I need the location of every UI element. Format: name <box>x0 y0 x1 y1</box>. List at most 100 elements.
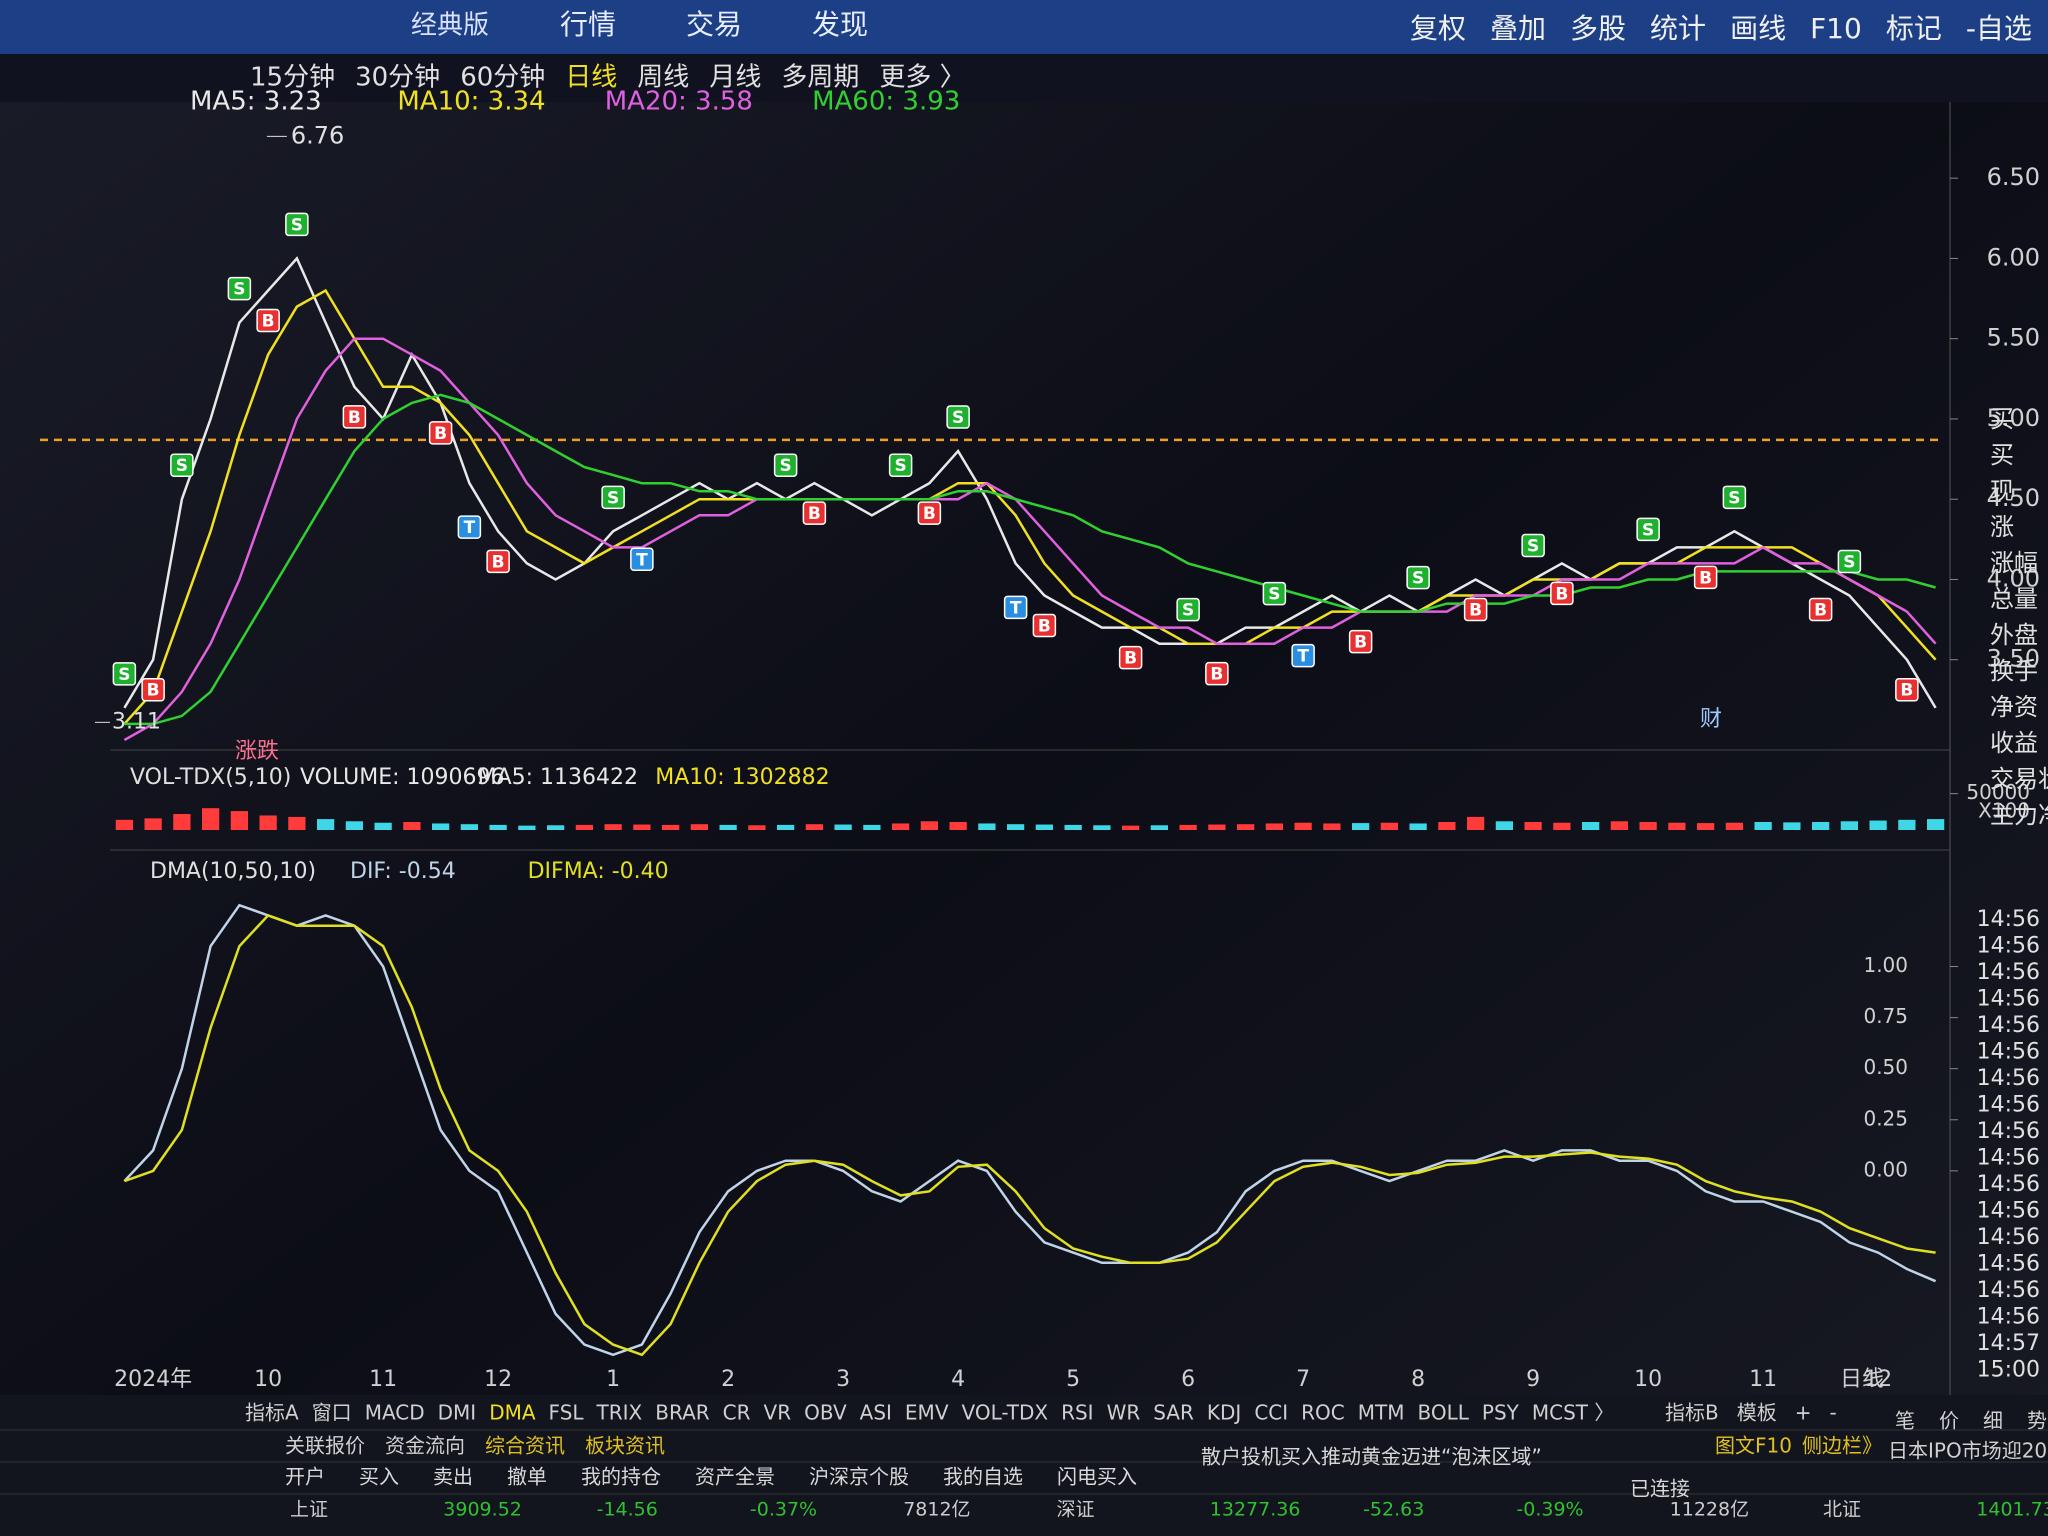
info-tab[interactable]: 综合资讯 <box>485 1434 565 1458</box>
top-tab[interactable]: 发现 <box>812 8 868 41</box>
volume-bar <box>518 825 536 830</box>
legend-entry: MA10: 3.34 <box>397 87 545 117</box>
quote-tab[interactable]: 细 <box>1983 1409 2003 1433</box>
indicator-tab[interactable]: VR <box>764 1401 792 1425</box>
time-label: 14:56 <box>1977 1172 2040 1197</box>
x-tick-label: 11 <box>1749 1367 1777 1392</box>
volume-bar <box>1639 822 1657 830</box>
signal-label: B <box>1814 600 1827 620</box>
indicator-tab[interactable]: WR <box>1107 1401 1141 1425</box>
axis-unit: X100 <box>1978 799 2030 823</box>
toolbar-button[interactable]: 开户 <box>285 1465 325 1489</box>
tool-button[interactable]: 画线 <box>1730 12 1786 45</box>
tool-button[interactable]: -自选 <box>1966 12 2032 45</box>
toolbar-button[interactable]: 沪深京个股 <box>809 1465 909 1489</box>
indicator-tab[interactable]: EMV <box>905 1401 949 1425</box>
indicator-tab[interactable]: 指标B <box>1665 1401 1719 1425</box>
period-tab[interactable]: 日线 <box>565 63 617 93</box>
toolbar-button[interactable]: 撤单 <box>507 1465 547 1489</box>
volume-bar <box>1122 825 1140 830</box>
info-tab[interactable]: 关联报价 <box>285 1434 365 1458</box>
toolbar-button[interactable]: 资产全景 <box>695 1465 775 1489</box>
indicator-tab[interactable]: MTM <box>1358 1401 1405 1425</box>
indicator-tab[interactable]: PSY <box>1482 1401 1520 1425</box>
toolbar-button[interactable]: 卖出 <box>433 1465 473 1489</box>
period-tab[interactable]: 60分钟 <box>460 63 545 93</box>
series-line <box>123 288 1937 725</box>
indicator-tab[interactable]: 模板 <box>1737 1401 1777 1425</box>
period-tab[interactable]: 更多 〉 <box>879 63 965 93</box>
top-tab[interactable]: 交易 <box>686 8 742 41</box>
toolbar-button[interactable]: 买入 <box>359 1465 399 1489</box>
volume-bar <box>1754 822 1772 830</box>
edition[interactable]: 经典版 <box>411 11 489 41</box>
signal-label: S <box>1843 553 1855 573</box>
tool-button[interactable]: 多股 <box>1570 12 1626 45</box>
indicator-tab[interactable]: TRIX <box>596 1401 643 1425</box>
indicator-tab[interactable]: CCI <box>1254 1401 1288 1425</box>
indicator-tab[interactable]: ROC <box>1301 1401 1345 1425</box>
indicator-tab[interactable]: VOL-TDX <box>962 1401 1049 1425</box>
top-tab[interactable]: 行情 <box>560 8 616 41</box>
time-label: 14:56 <box>1977 1093 2040 1118</box>
toolbar-button[interactable]: 我的自选 <box>943 1465 1023 1489</box>
x-tick-label: 10 <box>1634 1367 1662 1392</box>
period-tab[interactable]: 周线 <box>637 63 689 93</box>
indicator-tab[interactable]: FSL <box>549 1401 585 1425</box>
signal-badge <box>1895 677 1919 702</box>
side-label: 外盘 <box>1990 621 2038 649</box>
indicator-tab[interactable]: CR <box>723 1401 751 1425</box>
volume-bar <box>1438 822 1456 830</box>
toolbar-button[interactable]: 闪电买入 <box>1057 1465 1137 1489</box>
indicator-tab[interactable]: - <box>1830 1401 1837 1425</box>
signal-label: B <box>1210 665 1223 685</box>
indicator-tab[interactable]: + <box>1795 1401 1812 1425</box>
period-tab[interactable]: 15分钟 <box>250 63 335 93</box>
signal-badge <box>1837 549 1862 574</box>
indicator-tab[interactable]: RSI <box>1061 1401 1094 1425</box>
time-label: 14:56 <box>1977 907 2040 932</box>
tool-button[interactable]: F10 <box>1810 12 1862 45</box>
tool-button[interactable]: 叠加 <box>1490 12 1546 45</box>
volume-bar <box>662 824 680 830</box>
info-tab[interactable]: 图文F10 <box>1715 1434 1792 1458</box>
indicator-tab[interactable]: ASI <box>860 1401 892 1425</box>
indicator-tab[interactable]: SAR <box>1153 1401 1194 1425</box>
tool-button[interactable]: 统计 <box>1650 12 1706 45</box>
indicator-tab[interactable]: DMA <box>489 1401 536 1425</box>
period-tab[interactable]: 多周期 <box>781 63 859 93</box>
signal-label: B <box>1124 649 1137 669</box>
side-label: 交易状 <box>1990 765 2048 793</box>
indicator-tab[interactable]: KDJ <box>1207 1401 1241 1425</box>
indicator-tab[interactable]: MACD <box>365 1401 425 1425</box>
info-tab[interactable]: 资金流向 <box>385 1434 465 1458</box>
quote-tab[interactable]: 势 <box>2027 1409 2047 1433</box>
volume-bar <box>144 818 162 830</box>
indicator-tab[interactable]: OBV <box>804 1401 847 1425</box>
info-tab[interactable]: 板块资讯 <box>585 1434 665 1458</box>
x-tick-label: 11 <box>369 1367 397 1392</box>
time-label: 14:57 <box>1977 1331 2040 1356</box>
toolbar-button[interactable]: 我的持仓 <box>581 1465 661 1489</box>
volume-bar <box>1007 824 1025 830</box>
index-item: -14.56 <box>597 1499 658 1521</box>
time-label: 14:56 <box>1977 1305 2040 1330</box>
indicator-tab[interactable]: DMI <box>438 1401 477 1425</box>
volume-bar <box>1409 823 1427 830</box>
period-tab[interactable]: 月线 <box>709 63 761 93</box>
period-tab[interactable]: 30分钟 <box>355 63 440 93</box>
indicator-tab[interactable]: BOLL <box>1417 1401 1469 1425</box>
quote-tab[interactable]: 价 <box>1939 1409 1959 1433</box>
quote-tab[interactable]: 笔 <box>1895 1409 1915 1433</box>
indicator-tab[interactable]: MCST 〉 <box>1532 1401 1615 1425</box>
indicator-tab[interactable]: 指标A <box>245 1401 299 1425</box>
volume-bar <box>633 824 651 830</box>
side-label: 换手 <box>1990 657 2038 685</box>
tool-button[interactable]: 标记 <box>1886 12 1942 45</box>
indicator-tab[interactable]: 窗口 <box>312 1401 352 1425</box>
tool-button[interactable]: 复权 <box>1410 12 1466 45</box>
volume-bar <box>690 824 708 830</box>
indicator-tab[interactable]: BRAR <box>655 1401 709 1425</box>
signal-label: S <box>952 408 964 428</box>
info-tab[interactable]: 侧边栏》 <box>1802 1434 1882 1458</box>
